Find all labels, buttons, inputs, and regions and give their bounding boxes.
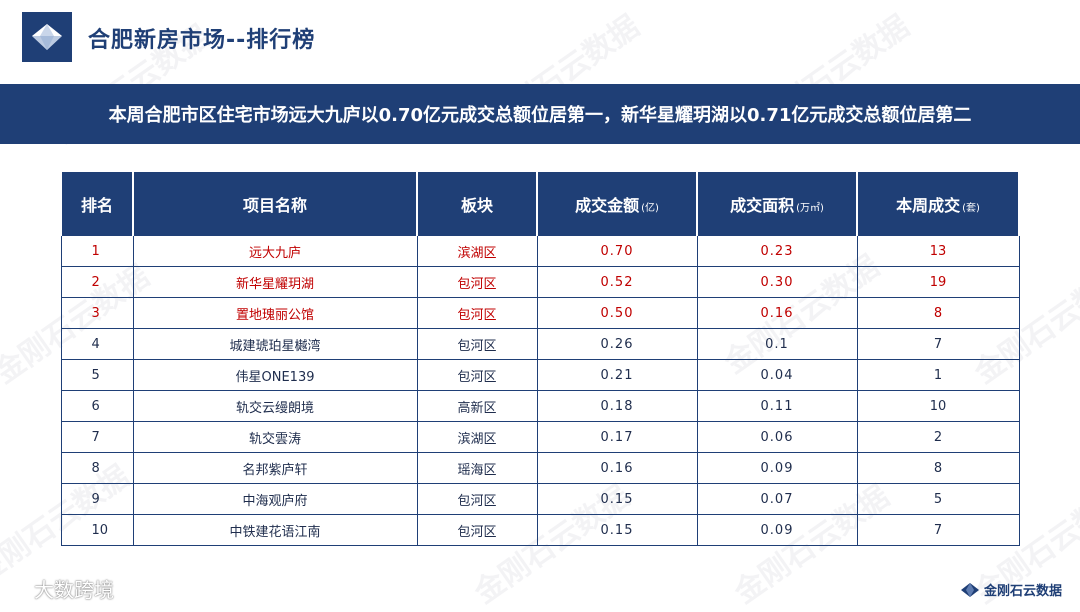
table-row: 3 置地瑰丽公馆 包河区 0.50 0.16 8 (60, 297, 1020, 329)
amount-cell: 0.50 (536, 297, 698, 329)
district-cell: 滨湖区 (416, 235, 538, 267)
header-rank: 排名 (60, 172, 134, 236)
brand-footer-label: 金刚石云数据 (983, 584, 1062, 599)
brand-footer: 金刚石云数据 (960, 580, 1062, 599)
units-cell: 1 (856, 359, 1020, 391)
ranking-table: 排名 项目名称 板块 成交金额 (亿) 成交面积 (万㎡) 本周成交 (套) 1 远大… (60, 172, 1020, 546)
summary-banner: 本周合肥市区住宅市场远大九庐以0.70亿元成交总额位居第一，新华星耀玥湖以0.7… (0, 84, 1080, 144)
project-cell: 城建琥珀星樾湾 (132, 328, 418, 360)
amount-cell: 0.70 (536, 235, 698, 267)
table-row: 4 城建琥珀星樾湾 包河区 0.26 0.1 7 (60, 328, 1020, 360)
rank-cell: 3 (60, 297, 134, 329)
units-cell: 7 (856, 328, 1020, 360)
amount-cell: 0.26 (536, 328, 698, 360)
area-cell: 0.09 (696, 452, 858, 484)
rank-cell: 4 (60, 328, 134, 360)
area-cell: 0.23 (696, 235, 858, 267)
weibo-icon (8, 577, 30, 600)
project-cell: 名邦紫庐轩 (132, 452, 418, 484)
rank-cell: 8 (60, 452, 134, 484)
summary-text: 本周合肥市区住宅市场远大九庐以0.70亿元成交总额位居第一，新华星耀玥湖以0.7… (108, 105, 972, 126)
page-title: 合肥新房市场--排行榜 (88, 28, 316, 53)
amount-cell: 0.17 (536, 421, 698, 453)
table-row: 7 轨交雲涛 滨湖区 0.17 0.06 2 (60, 421, 1020, 453)
units-cell: 7 (856, 514, 1020, 546)
district-cell: 包河区 (416, 359, 538, 391)
rank-cell: 7 (60, 421, 134, 453)
weibo-source-label: 大数跨境 (34, 578, 114, 602)
header-units: 本周成交 (套) (856, 172, 1020, 236)
area-cell: 0.04 (696, 359, 858, 391)
unit-label: (亿) (641, 202, 659, 214)
area-cell: 0.16 (696, 297, 858, 329)
amount-cell: 0.18 (536, 390, 698, 422)
table-header-row: 排名 项目名称 板块 成交金额 (亿) 成交面积 (万㎡) 本周成交 (套) (60, 172, 1020, 236)
units-cell: 10 (856, 390, 1020, 422)
area-cell: 0.07 (696, 483, 858, 515)
header-district: 板块 (416, 172, 538, 236)
rank-cell: 6 (60, 390, 134, 422)
diamond-logo-icon (960, 582, 979, 597)
header-project: 项目名称 (132, 172, 418, 236)
units-cell: 2 (856, 421, 1020, 453)
amount-cell: 0.15 (536, 514, 698, 546)
table-row: 9 中海观庐府 包河区 0.15 0.07 5 (60, 483, 1020, 515)
header-area: 成交面积 (万㎡) (696, 172, 858, 236)
units-cell: 19 (856, 266, 1020, 298)
project-cell: 轨交云缦朗境 (132, 390, 418, 422)
district-cell: 滨湖区 (416, 421, 538, 453)
project-cell: 新华星耀玥湖 (132, 266, 418, 298)
rank-cell: 2 (60, 266, 134, 298)
units-cell: 5 (856, 483, 1020, 515)
rank-cell: 1 (60, 235, 134, 267)
area-cell: 0.11 (696, 390, 858, 422)
units-cell: 8 (856, 297, 1020, 329)
units-cell: 8 (856, 452, 1020, 484)
table-row: 10 中铁建花语江南 包河区 0.15 0.09 7 (60, 514, 1020, 546)
rank-cell: 10 (60, 514, 134, 546)
district-cell: 包河区 (416, 328, 538, 360)
project-cell: 中铁建花语江南 (132, 514, 418, 546)
rank-cell: 9 (60, 483, 134, 515)
district-cell: 包河区 (416, 297, 538, 329)
amount-cell: 0.16 (536, 452, 698, 484)
diamond-logo-icon (22, 12, 72, 62)
area-cell: 0.06 (696, 421, 858, 453)
area-cell: 0.30 (696, 266, 858, 298)
area-cell: 0.1 (696, 328, 858, 360)
amount-cell: 0.21 (536, 359, 698, 391)
rank-cell: 5 (60, 359, 134, 391)
district-cell: 包河区 (416, 483, 538, 515)
project-cell: 置地瑰丽公馆 (132, 297, 418, 329)
table-row: 2 新华星耀玥湖 包河区 0.52 0.30 19 (60, 266, 1020, 298)
area-cell: 0.09 (696, 514, 858, 546)
table-row: 8 名邦紫庐轩 瑶海区 0.16 0.09 8 (60, 452, 1020, 484)
district-cell: 包河区 (416, 514, 538, 546)
table-row: 6 轨交云缦朗境 高新区 0.18 0.11 10 (60, 390, 1020, 422)
project-cell: 轨交雲涛 (132, 421, 418, 453)
district-cell: 包河区 (416, 266, 538, 298)
district-cell: 瑶海区 (416, 452, 538, 484)
project-cell: 伟星ONE139 (132, 359, 418, 391)
amount-cell: 0.15 (536, 483, 698, 515)
project-cell: 远大九庐 (132, 235, 418, 267)
weibo-source: 大数跨境 (8, 574, 114, 603)
amount-cell: 0.52 (536, 266, 698, 298)
table-row: 5 伟星ONE139 包河区 0.21 0.04 1 (60, 359, 1020, 391)
project-cell: 中海观庐府 (132, 483, 418, 515)
district-cell: 高新区 (416, 390, 538, 422)
units-cell: 13 (856, 235, 1020, 267)
table-row: 1 远大九庐 滨湖区 0.70 0.23 13 (60, 235, 1020, 267)
unit-label: (万㎡) (796, 202, 824, 214)
header-amount: 成交金额 (亿) (536, 172, 698, 236)
unit-label: (套) (962, 202, 980, 214)
